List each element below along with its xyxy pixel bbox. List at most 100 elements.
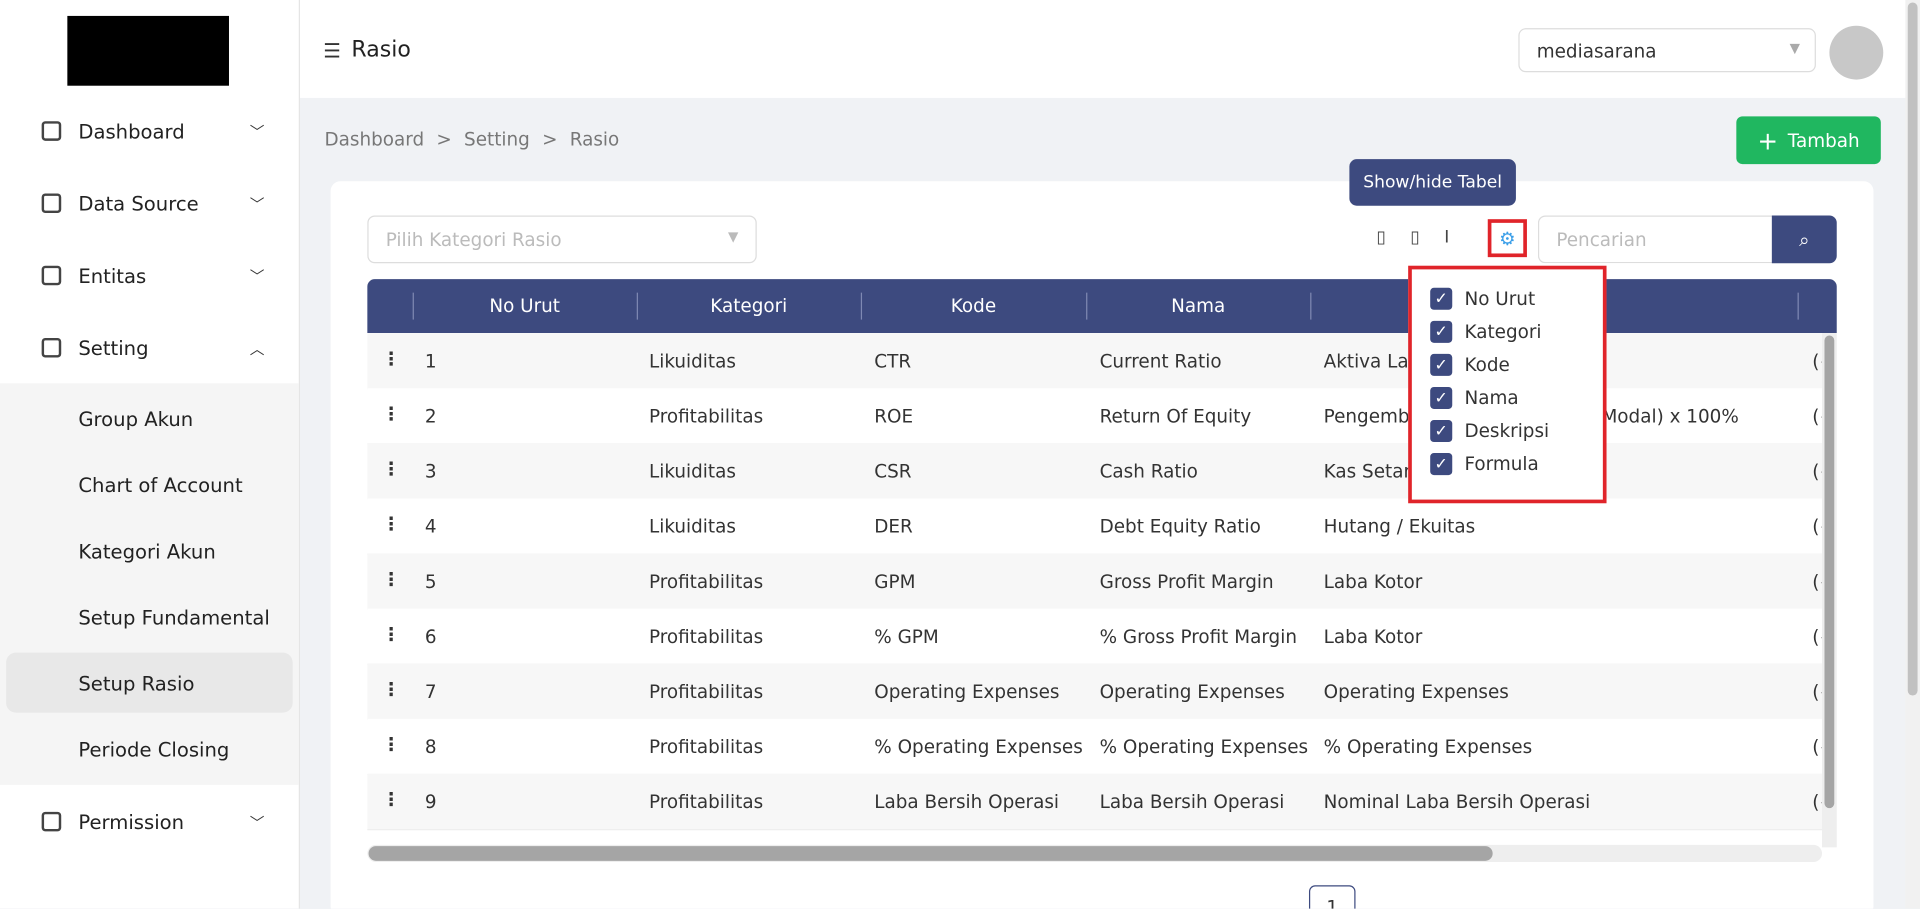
table-cell: 7: [424, 680, 437, 703]
table-cell: Current Ratio: [1099, 349, 1222, 372]
checkbox[interactable]: ✓: [1430, 386, 1453, 409]
checkbox[interactable]: ✓: [1430, 453, 1453, 476]
table-cell: Operating Expenses: [1323, 680, 1509, 703]
chevron: ﹀: [249, 813, 265, 831]
breadcrumb: Dashboard > Setting > Rasio: [324, 129, 619, 151]
export-excel[interactable]: ▯: [1410, 227, 1420, 248]
column-option[interactable]: ✓ Formula: [1430, 453, 1539, 476]
header-divider: [1086, 292, 1088, 320]
table-cell: ({: [1812, 625, 1822, 648]
row-menu[interactable]: ⋮: [382, 457, 401, 481]
table-cell: Laba Bersih Operasi: [874, 790, 1060, 813]
table-cell: CSR: [874, 459, 912, 482]
column-header: Nama: [1171, 295, 1226, 318]
table-cell: Profitabilitas: [648, 570, 764, 593]
company-select[interactable]: mediasarana ▼: [1518, 28, 1816, 73]
menu-icon: [41, 193, 62, 214]
table-cell: 6: [424, 625, 437, 648]
toolbar: ▯ ▯ I: [1376, 228, 1449, 248]
table-row: [367, 498, 1823, 555]
table-cell: ({: [1812, 570, 1822, 593]
menu-label: Permission: [78, 810, 185, 834]
submenu-item[interactable]: Chart of Account: [78, 473, 243, 497]
text-toggle[interactable]: I: [1444, 227, 1450, 248]
export-pdf[interactable]: ▯: [1376, 227, 1386, 248]
column-settings[interactable]: ⚙: [1487, 219, 1527, 258]
column-toggle-popup: ✓ No Urut ✓ Kategori ✓ Kode ✓ Nama ✓ Deskripsi ✓ Fo…: [1408, 265, 1607, 504]
row-menu[interactable]: ⋮: [382, 402, 401, 425]
chevron: ︿: [249, 339, 265, 357]
table-cell: CTR: [874, 349, 912, 372]
table-cell: % Operating Expenses: [1099, 735, 1309, 758]
breadcrumb-item[interactable]: Setting: [464, 128, 530, 151]
breadcrumb-item[interactable]: Rasio: [569, 128, 620, 151]
table-cell: 4: [424, 514, 437, 537]
table-cell: % Gross Profit Margin: [1099, 625, 1297, 648]
avatar[interactable]: [1829, 25, 1884, 80]
menu-label: Data Source: [78, 191, 199, 215]
row-menu[interactable]: ⋮: [382, 513, 401, 536]
header-divider: [1797, 292, 1799, 320]
row-menu[interactable]: ⋮: [382, 678, 401, 701]
row-menu[interactable]: ⋮: [382, 347, 401, 370]
table-cell: Gross Profit Margin: [1099, 570, 1274, 593]
page-scrollbar: [1905, 0, 1920, 909]
table-cell: Operating Expenses: [874, 680, 1060, 703]
category-filter[interactable]: Pilih Kategori Rasio ▼: [367, 215, 757, 264]
column-option[interactable]: ✓ Nama: [1430, 386, 1519, 409]
table-cell: Profitabilitas: [648, 680, 764, 703]
table-cell: ({: [1812, 514, 1822, 537]
menu-item[interactable]: Entitas ﹀: [41, 257, 275, 294]
submenu-item[interactable]: Setup Fundamental: [78, 605, 270, 629]
table-cell: ROE: [874, 404, 914, 427]
table-cell: 1: [424, 349, 437, 372]
table-row: [367, 773, 1823, 831]
table-row: [367, 553, 1823, 610]
table-cell: 8: [424, 735, 437, 758]
menu-item[interactable]: Setting ︿: [41, 329, 275, 366]
header-divider: [1310, 292, 1312, 320]
menu-item[interactable]: Data Source ﹀: [41, 185, 275, 222]
column-option[interactable]: ✓ Kategori: [1430, 320, 1542, 343]
row-menu[interactable]: ⋮: [382, 733, 401, 756]
table-cell: Laba Bersih Operasi: [1099, 790, 1285, 813]
checkbox[interactable]: ✓: [1430, 420, 1453, 443]
submenu-item[interactable]: Group Akun: [78, 407, 194, 431]
submenu-item[interactable]: Setup Rasio: [78, 671, 195, 695]
table-cell: Laba Kotor: [1323, 570, 1423, 593]
breadcrumb-item[interactable]: Dashboard: [324, 128, 425, 151]
table-cell: ({: [1812, 735, 1822, 758]
chevron: ﹀: [249, 195, 265, 213]
menu-item[interactable]: Permission ﹀: [41, 803, 275, 840]
menu-item[interactable]: Dashboard ﹀: [41, 113, 275, 150]
column-header: Kategori: [710, 295, 788, 318]
checkbox[interactable]: ✓: [1430, 320, 1453, 343]
option-label: Kategori: [1464, 320, 1542, 343]
column-option[interactable]: ✓ Deskripsi: [1430, 420, 1549, 443]
option-label: Kode: [1464, 353, 1510, 376]
column-option[interactable]: ✓ No Urut: [1430, 287, 1535, 310]
add-button[interactable]: + Tambah: [1736, 116, 1881, 165]
submenu-item[interactable]: Kategori Akun: [78, 539, 216, 563]
chevron: ﹀: [249, 267, 265, 285]
table-cell: 3: [424, 459, 437, 482]
search-button[interactable]: ⌕: [1771, 215, 1837, 264]
row-menu[interactable]: ⋮: [382, 568, 401, 591]
table-cell: ({: [1812, 459, 1822, 482]
v-scroll-track: [1822, 333, 1837, 848]
menu-icon[interactable]: ☰: [323, 39, 341, 63]
column-option[interactable]: ✓ Kode: [1430, 353, 1510, 376]
table-cell: 9: [424, 790, 437, 813]
row-menu[interactable]: ⋮: [382, 623, 401, 646]
add-button-label: Tambah: [1787, 129, 1860, 152]
checkbox[interactable]: ✓: [1430, 353, 1453, 376]
table-cell: ({: [1812, 680, 1822, 703]
page-current[interactable]: 1: [1308, 885, 1356, 909]
search-input[interactable]: Pencarian: [1537, 215, 1774, 264]
column-header: Kode: [950, 295, 997, 318]
submenu-item[interactable]: Periode Closing: [78, 737, 230, 762]
row-menu[interactable]: ⋮: [382, 788, 401, 811]
checkbox[interactable]: ✓: [1430, 287, 1453, 310]
